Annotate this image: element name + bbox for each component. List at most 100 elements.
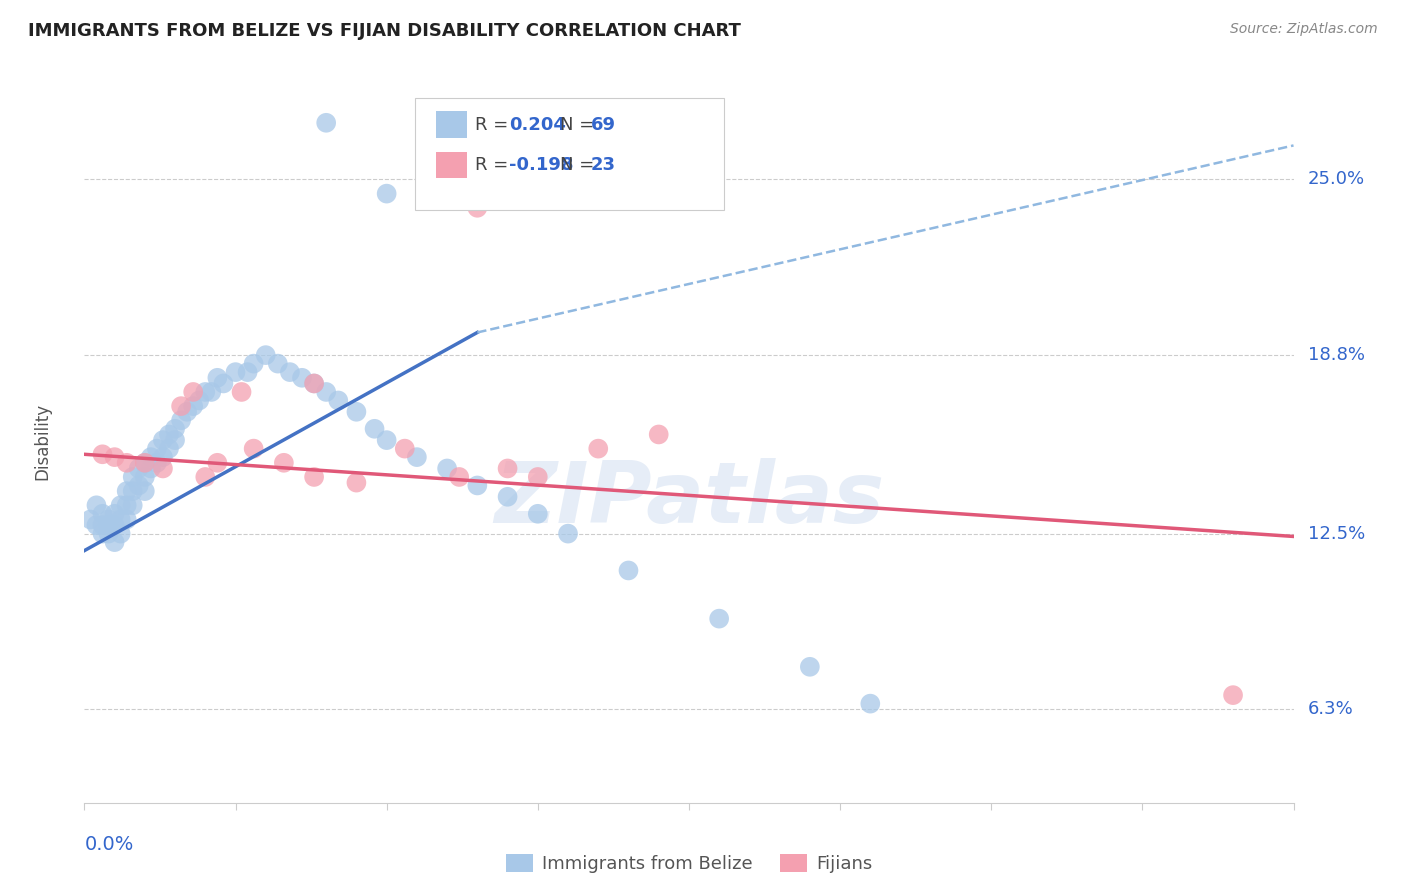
Point (648, 427, 671, 442)
Point (799, 660, 821, 674)
Point (115, 456, 138, 470)
Point (254, 348, 277, 362)
Point (165, 433, 187, 447)
Point (139, 461, 162, 475)
Point (231, 384, 253, 399)
Text: 12.5%: 12.5% (1308, 524, 1365, 542)
Point (110, 512, 132, 526)
Point (588, 442, 610, 456)
Point (91, 447, 114, 461)
Text: Disability: Disability (32, 403, 51, 480)
Point (181, 384, 204, 399)
Point (207, 456, 229, 470)
Text: 25.0%: 25.0% (1308, 170, 1365, 188)
Point (115, 512, 138, 526)
Point (273, 456, 295, 470)
Point (375, 433, 398, 447)
Point (176, 405, 198, 419)
Point (157, 442, 180, 456)
Point (267, 357, 290, 371)
Point (363, 422, 385, 436)
Point (188, 393, 211, 408)
Point (152, 450, 174, 464)
Point (115, 484, 138, 499)
Text: 23: 23 (591, 156, 616, 174)
Point (91, 518, 114, 533)
Point (146, 456, 169, 470)
Point (394, 442, 416, 456)
Text: N =: N = (560, 156, 599, 174)
Point (1222, 688, 1244, 702)
Point (527, 507, 550, 521)
Point (302, 470, 325, 484)
Point (121, 470, 143, 484)
Point (104, 518, 127, 533)
Point (194, 384, 217, 399)
Point (86, 518, 108, 533)
Point (225, 365, 247, 379)
Text: ZIPatlas: ZIPatlas (494, 458, 884, 541)
Point (121, 484, 143, 499)
Text: IMMIGRANTS FROM BELIZE VS FIJIAN DISABILITY CORRELATION CHART: IMMIGRANTS FROM BELIZE VS FIJIAN DISABIL… (28, 22, 741, 40)
Point (110, 498, 132, 512)
Point (200, 384, 222, 399)
Point (146, 442, 169, 456)
Point (467, 201, 489, 215)
Point (859, 697, 882, 711)
Point (152, 433, 174, 447)
Point (134, 456, 156, 470)
Point (104, 450, 127, 464)
Point (170, 413, 193, 427)
Text: 0.204: 0.204 (509, 116, 565, 134)
Point (79, 512, 101, 526)
Text: 18.8%: 18.8% (1308, 346, 1365, 364)
Point (527, 470, 550, 484)
Text: -0.198: -0.198 (509, 156, 574, 174)
Point (315, 116, 337, 130)
Legend: Immigrants from Belize, Fijians: Immigrants from Belize, Fijians (499, 847, 879, 880)
Point (128, 461, 150, 475)
Text: N =: N = (560, 116, 599, 134)
Point (557, 526, 579, 541)
Text: 6.3%: 6.3% (1308, 700, 1354, 718)
Point (236, 365, 259, 379)
Point (346, 475, 368, 490)
Point (617, 564, 640, 578)
Point (467, 478, 489, 492)
Point (97, 512, 120, 526)
Point (165, 422, 187, 436)
Point (709, 612, 731, 626)
Point (134, 456, 156, 470)
Point (97, 518, 120, 533)
Point (302, 376, 325, 391)
Point (91, 526, 114, 541)
Point (278, 365, 301, 379)
Point (328, 393, 350, 408)
Point (134, 470, 156, 484)
Text: 0.0%: 0.0% (84, 835, 134, 855)
Point (496, 461, 519, 475)
Point (315, 384, 337, 399)
Point (181, 399, 204, 413)
Point (104, 507, 127, 521)
Point (212, 376, 235, 391)
Point (449, 470, 471, 484)
Point (436, 461, 458, 475)
Point (302, 376, 325, 391)
Text: Source: ZipAtlas.com: Source: ZipAtlas.com (1230, 22, 1378, 37)
Point (406, 450, 429, 464)
Point (86, 498, 108, 512)
Point (242, 357, 264, 371)
Point (170, 399, 193, 413)
Point (128, 478, 150, 492)
Point (139, 450, 162, 464)
Point (104, 535, 127, 549)
Point (115, 498, 138, 512)
Point (97, 526, 120, 541)
Point (157, 427, 180, 442)
Point (152, 461, 174, 475)
Point (291, 371, 314, 385)
Point (496, 490, 519, 504)
Point (121, 498, 143, 512)
Point (194, 470, 217, 484)
